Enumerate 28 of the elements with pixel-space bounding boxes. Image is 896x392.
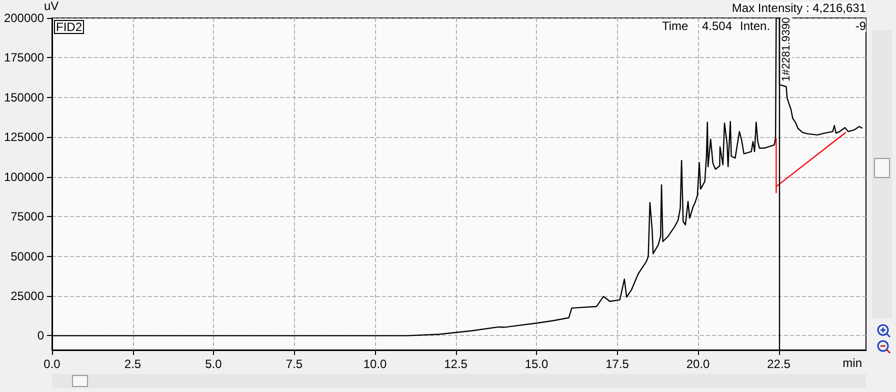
x-tick-label: 20.0 <box>686 357 710 371</box>
x-tick-label: 22.5 <box>767 357 791 371</box>
x-tick-label: 0.0 <box>44 357 61 371</box>
y-tick-label: 175000 <box>4 50 44 65</box>
y-tick-label: 75000 <box>10 210 44 224</box>
annotation: Inten. <box>740 19 770 33</box>
x-tick-label: 7.5 <box>286 357 303 371</box>
x-tick-label: 17.5 <box>606 357 630 371</box>
x-axis-title: min <box>842 356 862 370</box>
annotation: 4.504 <box>702 19 732 33</box>
y-tick-label: 0 <box>37 328 44 343</box>
annotation: FID2 <box>56 20 82 34</box>
y-tick-label: 100000 <box>4 170 44 184</box>
y-tick-label: 200000 <box>4 11 44 25</box>
y-tick-label: 50000 <box>10 249 44 264</box>
y-axis-title: uV <box>44 0 59 14</box>
text: Max Intensity : 4,216,631 <box>732 1 866 15</box>
annotation: 1#2281.9390 <box>780 17 793 82</box>
y-tick-label: 150000 <box>4 90 44 104</box>
y-tick-label: 25000 <box>10 288 44 303</box>
annotation: Time <box>662 19 689 33</box>
x-tick-label: 2.5 <box>124 357 142 371</box>
annotation: -9 <box>855 19 866 33</box>
y-tick-label: 125000 <box>4 130 44 144</box>
x-tick-label: 15.0 <box>524 357 549 371</box>
x-tick-label: 12.5 <box>444 357 468 371</box>
x-tick-label: 10.0 <box>363 357 388 371</box>
x-tick-label: 5.0 <box>205 357 222 371</box>
